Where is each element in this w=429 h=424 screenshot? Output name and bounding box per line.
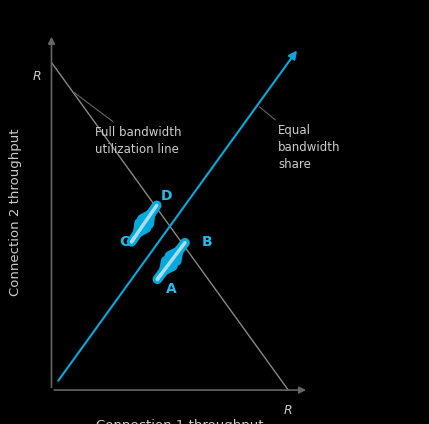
Text: B: B: [202, 235, 212, 249]
Text: A: A: [166, 282, 177, 296]
Text: C: C: [120, 235, 130, 249]
Text: Equal
bandwidth
share: Equal bandwidth share: [260, 107, 341, 171]
Text: Full bandwidth
utilization line: Full bandwidth utilization line: [74, 92, 182, 156]
Text: Connection 1 throughput: Connection 1 throughput: [97, 419, 264, 424]
Text: R: R: [33, 70, 41, 83]
Text: R: R: [284, 404, 293, 417]
Text: Connection 2 throughput: Connection 2 throughput: [9, 128, 22, 296]
Text: D: D: [160, 189, 172, 203]
